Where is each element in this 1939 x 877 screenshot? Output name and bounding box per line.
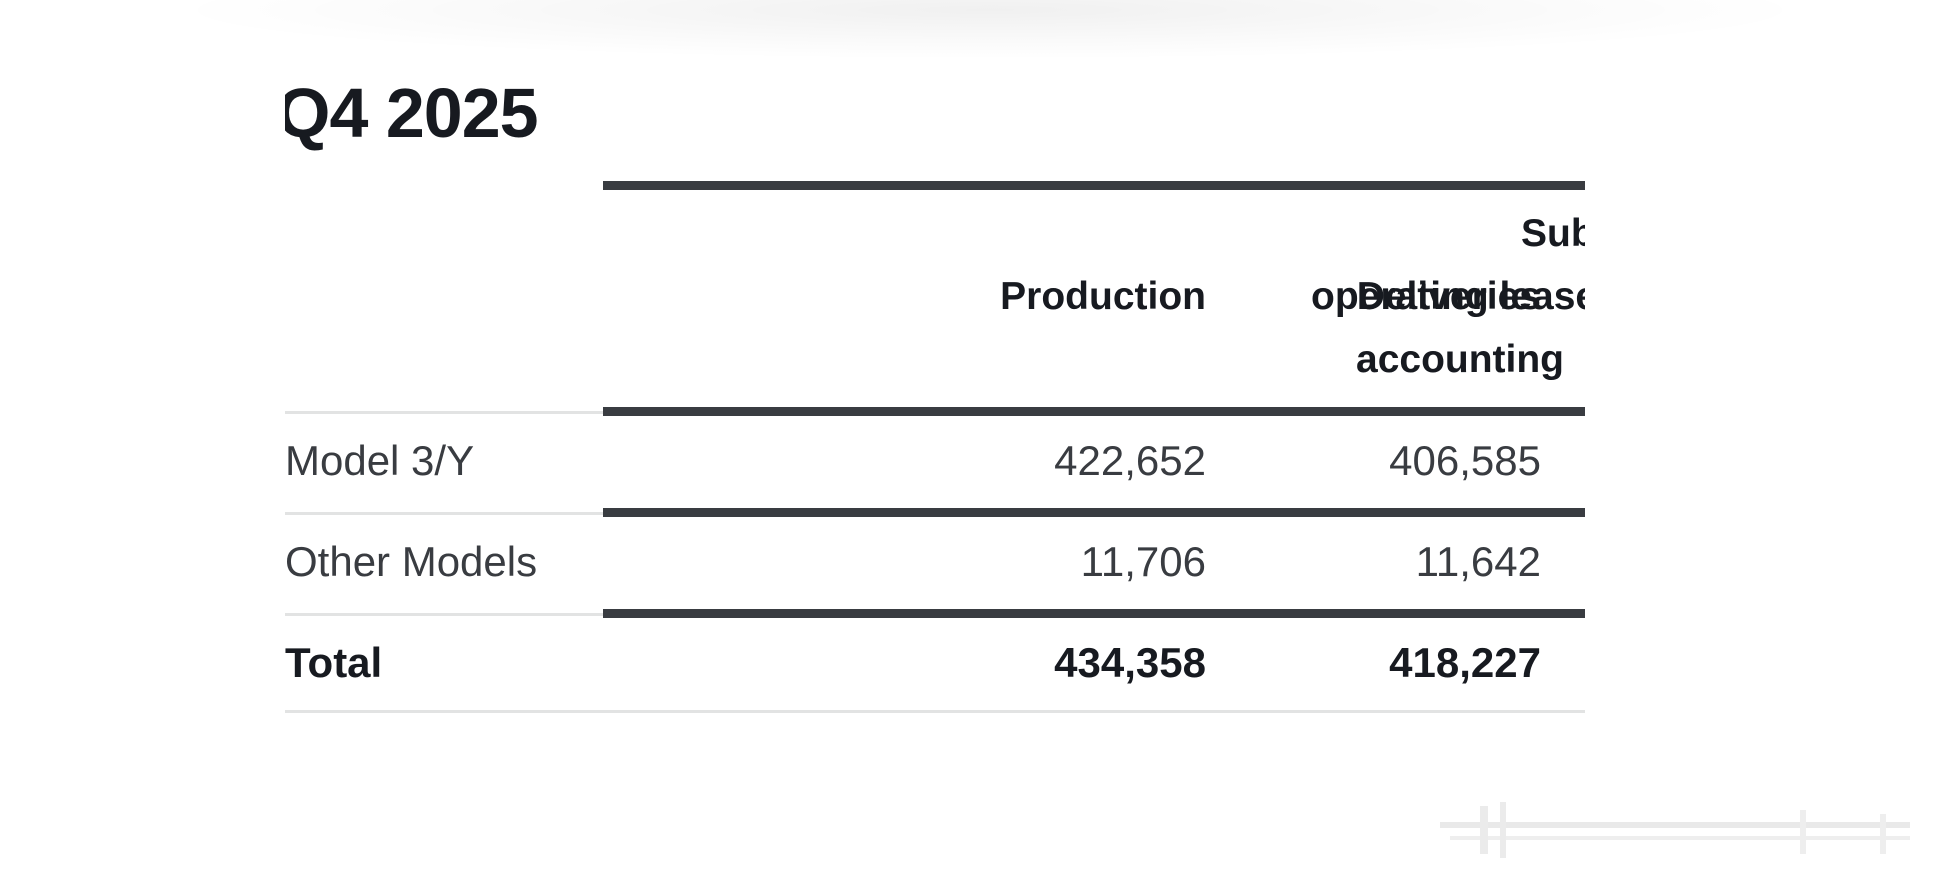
cell-lease: 3% <box>1541 436 1585 486</box>
header-lease-line1: Subject to <box>1521 212 1585 255</box>
table-bottom-rule <box>285 710 1585 713</box>
header-deliveries: Deliveries <box>1356 275 1541 318</box>
cell-lease-total: 3% <box>1541 638 1585 688</box>
header-production: Production <box>1000 275 1206 318</box>
row-label-other-models: Other Models <box>285 538 538 585</box>
row-rule-dark <box>603 609 1585 618</box>
cell-deliveries: 11,642 <box>1415 538 1541 585</box>
header-lease-line3: accounting <box>1356 338 1565 381</box>
cell-production-total: 434,358 <box>1054 639 1206 686</box>
row-rule-dark <box>603 407 1585 416</box>
row-label-total: Total <box>285 639 383 686</box>
row-rule-light <box>285 613 603 616</box>
row-rule-dark <box>603 508 1585 517</box>
cell-lease: 5% <box>1541 537 1585 587</box>
row-rule-light <box>285 411 603 414</box>
cell-production: 11,706 <box>1080 538 1206 585</box>
header-lease-line2: operating lease <box>1311 275 1585 318</box>
table-viewport[interactable]: Q4 2025 Production Deliveries Subject to… <box>285 0 1585 877</box>
page-title: Q4 2025 <box>285 74 539 152</box>
row-label-model-3y: Model 3/Y <box>285 437 475 484</box>
cell-production: 422,652 <box>1054 437 1206 484</box>
watermark-graphic <box>1440 802 1910 858</box>
cell-deliveries: 406,585 <box>1389 437 1541 484</box>
row-rule-light <box>285 512 603 515</box>
cell-deliveries-total: 418,227 <box>1389 639 1541 686</box>
header-top-rule <box>603 181 1585 190</box>
